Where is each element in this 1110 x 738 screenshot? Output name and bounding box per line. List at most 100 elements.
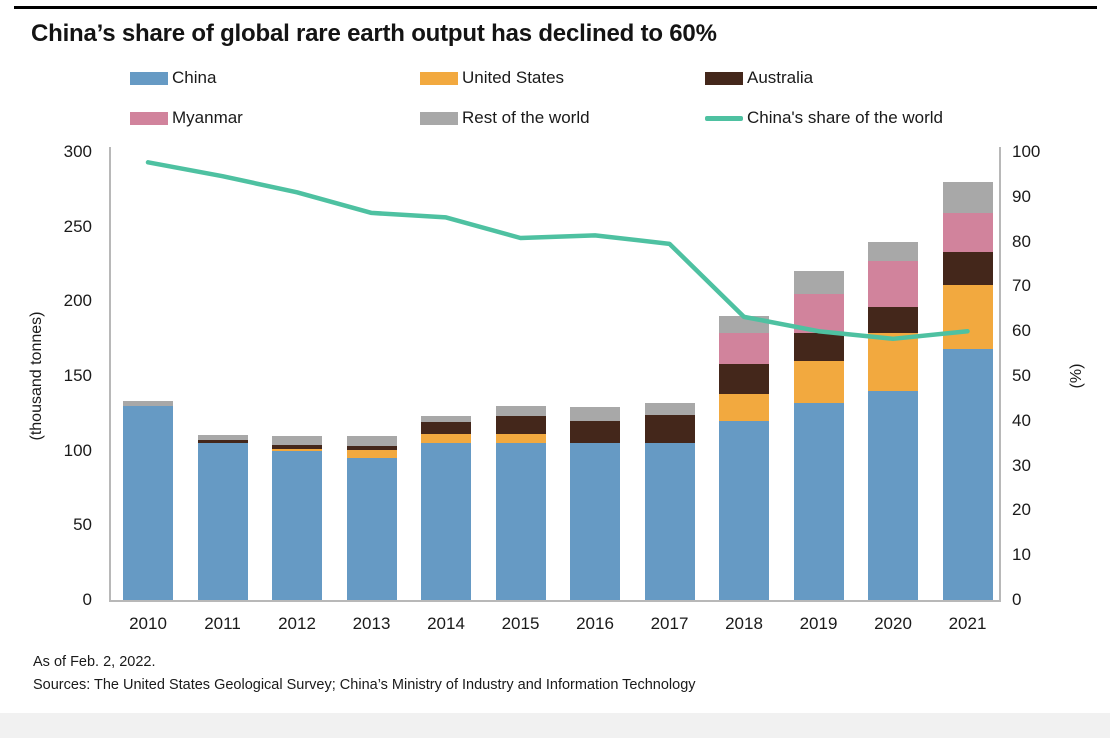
footnote-sources: Sources: The United States Geological Su… xyxy=(33,677,696,693)
bar-segment-2016-rest-of-the-world xyxy=(570,407,620,421)
bar-segment-2020-china xyxy=(868,390,918,600)
y-axis-tick-left-300: 300 xyxy=(63,142,92,161)
bar-segment-2021-united-states xyxy=(942,284,993,350)
bar-segment-2019-australia xyxy=(793,332,844,362)
x-axis-tick-2019: 2019 xyxy=(799,614,838,633)
bar-segment-2017-rest-of-the-world xyxy=(644,402,695,415)
bar-segment-2021-rest-of-the-world xyxy=(942,181,993,214)
y-axis-tick-right-80: 80 xyxy=(1012,231,1031,251)
legend-swatch-rest-of-the-world xyxy=(420,111,458,125)
y-axis-tick-right-0: 0 xyxy=(1012,590,1022,609)
bar-segment-2020-united-states xyxy=(868,332,918,391)
bar-segment-2010-china xyxy=(123,405,173,600)
bar-segment-2015-rest-of-the-world xyxy=(495,405,546,417)
bar-segment-2019-rest-of-the-world xyxy=(793,271,844,294)
legend-item-china-s-share-of-the-world: China's share of the world xyxy=(705,108,943,128)
bar-segment-2014-united-states xyxy=(421,434,471,444)
bar-segment-2020-australia xyxy=(868,307,918,333)
legend-label: United States xyxy=(462,68,565,87)
x-axis-tick-2014: 2014 xyxy=(427,614,465,633)
x-axis-tick-2015: 2015 xyxy=(501,614,540,633)
bar-segment-2013-china xyxy=(346,458,397,600)
bar-segment-2018-australia xyxy=(719,364,769,394)
bar-segment-2019-united-states xyxy=(793,361,844,403)
y-axis-tick-left-250: 250 xyxy=(63,216,92,236)
legend-item-rest-of-the-world: Rest of the world xyxy=(420,108,590,128)
y-axis-tick-left-100: 100 xyxy=(63,440,92,460)
legend-swatch-australia xyxy=(705,71,743,85)
legend-item-united-states: United States xyxy=(420,68,564,88)
bar-segment-2010-rest-of-the-world xyxy=(123,401,173,406)
legend-item-china: China xyxy=(130,68,216,88)
bar-segment-2013-rest-of-the-world xyxy=(346,435,397,447)
bar-segment-2018-myanmar xyxy=(719,332,769,365)
bar-segment-2015-china xyxy=(495,443,546,600)
legend-item-australia: Australia xyxy=(705,68,813,88)
y-axis-tick-left-0: 0 xyxy=(82,590,92,609)
y-axis-line-right xyxy=(999,147,1001,602)
y-axis-tick-left-150: 150 xyxy=(63,366,92,385)
x-axis-tick-2012: 2012 xyxy=(278,614,316,633)
footnote-as-of: As of Feb. 2, 2022. xyxy=(33,654,156,670)
y-axis-tick-right-40: 40 xyxy=(1012,410,1031,430)
x-axis-tick-2016: 2016 xyxy=(576,614,614,633)
y-axis-tick-right-50: 50 xyxy=(1012,366,1031,385)
bar-segment-2015-australia xyxy=(495,416,546,435)
legend-item-myanmar: Myanmar xyxy=(130,108,243,128)
bar-segment-2020-rest-of-the-world xyxy=(868,241,918,261)
bar-segment-2018-china xyxy=(719,420,769,600)
bar-segment-2020-myanmar xyxy=(868,261,918,308)
legend-swatch-china xyxy=(130,71,168,85)
bar-segment-2016-australia xyxy=(570,420,620,444)
bottom-band xyxy=(0,713,1110,738)
bar-segment-2013-australia xyxy=(346,446,397,450)
y-axis-tick-left-50: 50 xyxy=(73,515,92,535)
bar-segment-2015-united-states xyxy=(495,434,546,444)
bar-segment-2011-china xyxy=(197,443,248,600)
y-axis-tick-right-20: 20 xyxy=(1012,500,1031,520)
bar-segment-2012-china xyxy=(272,450,322,600)
chart-title: China’s share of global rare earth outpu… xyxy=(31,20,717,47)
legend-label: Australia xyxy=(747,68,814,87)
bar-segment-2017-china xyxy=(644,443,695,600)
bar-segment-2016-china xyxy=(570,443,620,600)
bar-segment-2017-australia xyxy=(644,414,695,444)
legend-label: Rest of the world xyxy=(462,108,590,127)
y-axis-tick-right-60: 60 xyxy=(1012,321,1031,341)
bar-segment-2019-china xyxy=(793,402,844,600)
top-rule xyxy=(14,6,1097,9)
bar-segment-2014-china xyxy=(421,443,471,600)
bar-segment-2012-rest-of-the-world xyxy=(272,435,322,445)
bar-segment-2013-united-states xyxy=(346,449,397,459)
bar-segment-2014-australia xyxy=(421,422,471,435)
x-axis-tick-2011: 2011 xyxy=(204,614,241,633)
bar-segment-2021-myanmar xyxy=(942,213,993,253)
x-axis-tick-2013: 2013 xyxy=(352,614,391,633)
bar-segment-2012-australia xyxy=(272,444,322,450)
bar-segment-2012-united-states xyxy=(272,449,322,451)
legend-label: Myanmar xyxy=(172,108,243,127)
y-axis-tick-right-90: 90 xyxy=(1012,186,1031,206)
y-axis-tick-right-10: 10 xyxy=(1012,545,1031,565)
x-axis-line xyxy=(109,600,1001,602)
bar-segment-2021-australia xyxy=(942,252,993,285)
bar-segment-2018-united-states xyxy=(719,393,769,421)
legend-label: China xyxy=(172,68,217,87)
bar-segment-2011-rest-of-the-world xyxy=(197,434,248,440)
legend-swatch-china-s-share-of-the-world xyxy=(705,115,743,121)
bar-segment-2014-rest-of-the-world xyxy=(421,416,471,423)
x-axis-tick-2017: 2017 xyxy=(650,614,689,633)
x-axis-tick-2021: 2021 xyxy=(948,614,987,633)
x-axis-tick-2018: 2018 xyxy=(725,614,763,633)
bar-segment-2011-australia xyxy=(197,439,248,444)
x-axis-tick-2020: 2020 xyxy=(874,614,912,633)
legend-swatch-united-states xyxy=(420,71,458,85)
x-axis-tick-2010: 2010 xyxy=(129,614,167,633)
y-axis-tick-right-100: 100 xyxy=(1012,142,1041,161)
china-share-line xyxy=(145,160,970,342)
y-axis-tick-left-200: 200 xyxy=(63,291,92,311)
y-axis-tick-right-30: 30 xyxy=(1012,455,1031,475)
bar-segment-2021-china xyxy=(942,349,993,600)
